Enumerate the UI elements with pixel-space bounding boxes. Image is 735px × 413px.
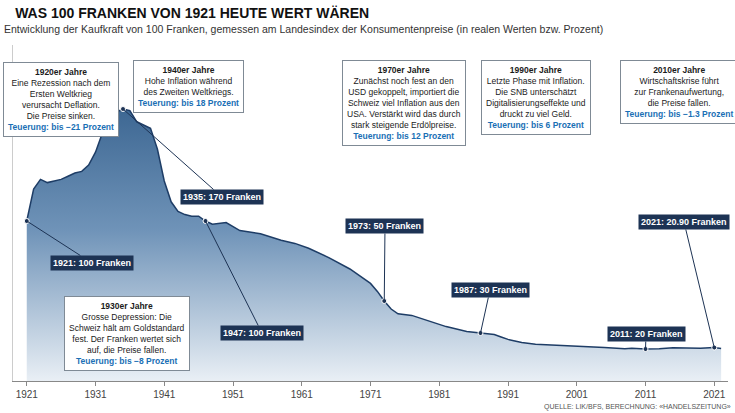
svg-text:1921: 100 Franken: 1921: 100 Franken [53, 258, 131, 268]
svg-text:1961: 1961 [291, 389, 314, 400]
svg-text:WAS 100 FRANKEN VON 1921 HEUTE: WAS 100 FRANKEN VON 1921 HEUTE WERT WÄRE… [15, 5, 369, 21]
svg-text:1921: 1921 [16, 389, 39, 400]
svg-text:1940er JahreHohe Inflation wäh: 1940er JahreHohe Inflation währenddes Zw… [138, 65, 239, 108]
svg-text:2001: 2001 [566, 389, 589, 400]
svg-text:1951: 1951 [222, 389, 245, 400]
svg-text:2021: 2021 [703, 389, 726, 400]
svg-text:1931: 1931 [84, 389, 107, 400]
svg-text:1935: 170 Franken: 1935: 170 Franken [183, 192, 261, 202]
svg-text:1991: 1991 [497, 389, 520, 400]
svg-text:1970er JahreZunächst noch fest: 1970er JahreZunächst noch fest an denUSD… [347, 65, 461, 141]
svg-text:1920er JahreEine Rezession nac: 1920er JahreEine Rezession nach demErste… [8, 67, 114, 132]
svg-text:1990er JahreLetzte Phase mit I: 1990er JahreLetzte Phase mit Inflation.D… [486, 65, 586, 130]
svg-text:2010er JahreWirtschaftskrise f: 2010er JahreWirtschaftskrise führtzur Fr… [625, 65, 733, 119]
svg-text:1981: 1981 [428, 389, 451, 400]
svg-text:1987: 30 Franken: 1987: 30 Franken [454, 285, 527, 295]
svg-text:2011: 2011 [635, 389, 657, 400]
svg-text:1971: 1971 [359, 389, 382, 400]
svg-text:1941: 1941 [153, 389, 176, 400]
svg-text:1947: 100 Franken: 1947: 100 Franken [223, 328, 301, 338]
svg-text:1973: 50 Franken: 1973: 50 Franken [348, 221, 421, 231]
svg-text:QUELLE: LIK/BFS, BERECHNUNG: «: QUELLE: LIK/BFS, BERECHNUNG: «HANDELSZEI… [544, 403, 731, 411]
svg-text:1930er JahreGrosse Depression:: 1930er JahreGrosse Depression: DieSchwei… [69, 301, 185, 366]
svg-text:2011: 20 Franken: 2011: 20 Franken [610, 329, 683, 339]
svg-text:2021: 20.90 Franken: 2021: 20.90 Franken [641, 217, 727, 227]
svg-text:Entwicklung der Kaufkraft von: Entwicklung der Kaufkraft von 100 Franke… [4, 23, 603, 35]
